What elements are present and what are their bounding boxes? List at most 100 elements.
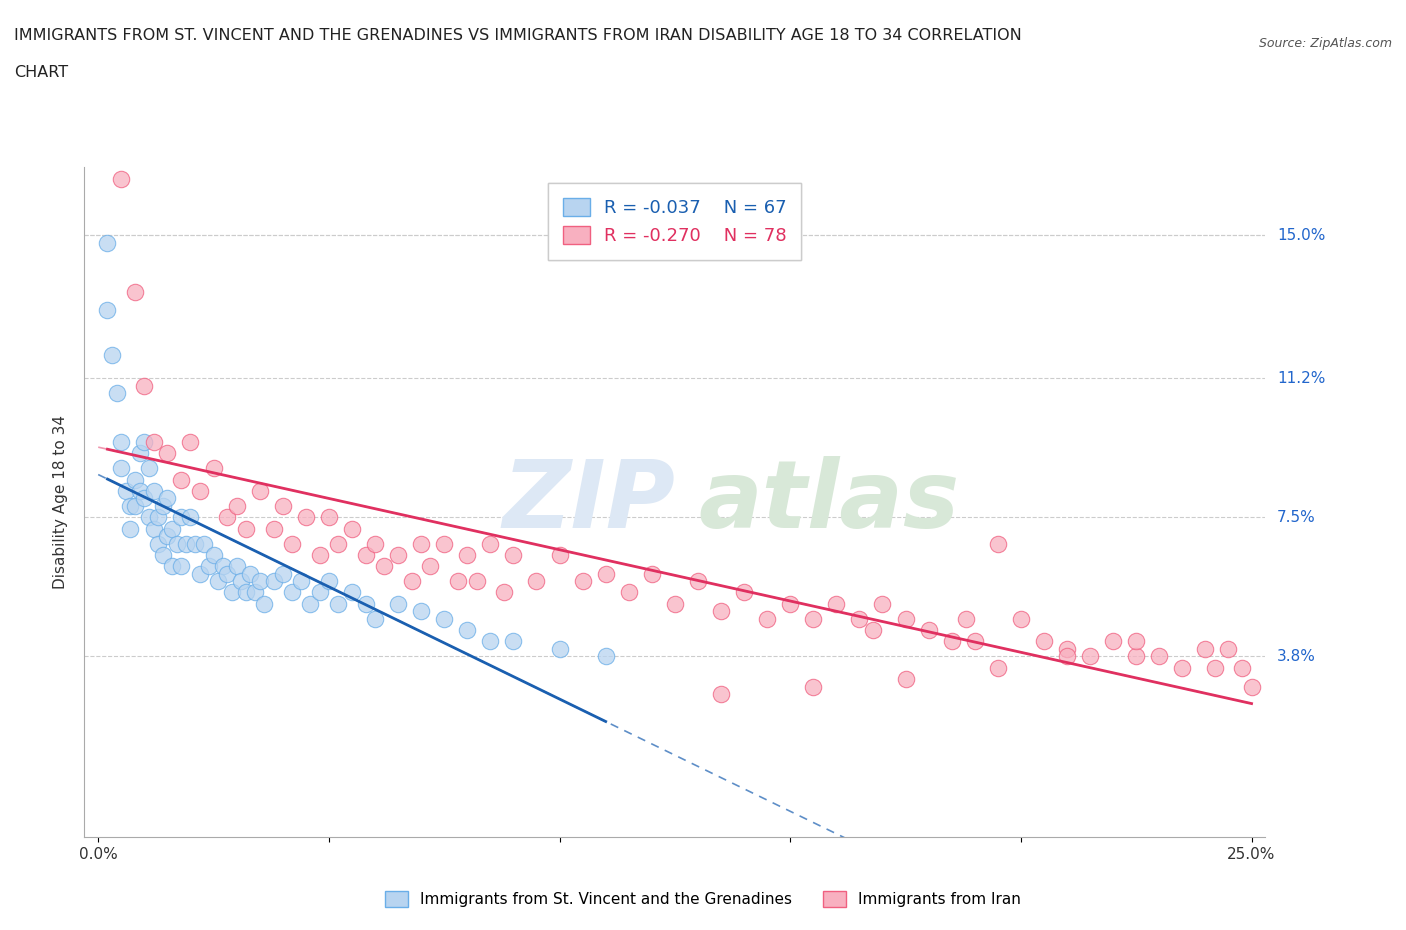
Text: ZIP: ZIP <box>502 457 675 548</box>
Point <box>156 528 179 543</box>
Point <box>225 498 247 513</box>
Point <box>146 510 169 525</box>
Point <box>779 596 801 611</box>
Point <box>340 585 363 600</box>
Point <box>494 585 516 600</box>
Point <box>686 574 709 589</box>
Point <box>101 348 124 363</box>
Point <box>963 634 986 649</box>
Point <box>595 649 617 664</box>
Point <box>955 611 977 626</box>
Point <box>456 623 478 638</box>
Point <box>595 566 617 581</box>
Point <box>170 559 193 574</box>
Point <box>193 536 215 551</box>
Point <box>138 461 160 476</box>
Point <box>1171 660 1194 675</box>
Point <box>548 548 571 563</box>
Point <box>217 510 239 525</box>
Point <box>243 585 266 600</box>
Point <box>179 510 201 525</box>
Point <box>941 634 963 649</box>
Point <box>170 510 193 525</box>
Point <box>641 566 664 581</box>
Text: Source: ZipAtlas.com: Source: ZipAtlas.com <box>1258 37 1392 50</box>
Point <box>456 548 478 563</box>
Point <box>801 679 824 694</box>
Point <box>96 303 118 318</box>
Point <box>872 596 894 611</box>
Point <box>235 521 257 536</box>
Point <box>124 498 146 513</box>
Point <box>710 604 733 618</box>
Point <box>354 596 377 611</box>
Text: IMMIGRANTS FROM ST. VINCENT AND THE GRENADINES VS IMMIGRANTS FROM IRAN DISABILIT: IMMIGRANTS FROM ST. VINCENT AND THE GREN… <box>14 28 1022 43</box>
Point <box>1240 679 1263 694</box>
Point <box>249 484 271 498</box>
Point <box>308 548 330 563</box>
Point <box>1125 634 1147 649</box>
Point <box>110 461 132 476</box>
Point <box>364 536 387 551</box>
Point <box>128 484 150 498</box>
Point <box>198 559 221 574</box>
Point <box>249 574 271 589</box>
Point <box>231 574 253 589</box>
Point <box>433 536 456 551</box>
Point <box>1078 649 1101 664</box>
Point <box>134 491 156 506</box>
Point <box>354 548 377 563</box>
Point <box>142 434 165 449</box>
Point <box>1056 649 1078 664</box>
Point <box>825 596 848 611</box>
Point <box>152 548 174 563</box>
Point <box>433 611 456 626</box>
Point <box>152 498 174 513</box>
Point <box>387 548 409 563</box>
Point <box>290 574 312 589</box>
Point <box>146 536 169 551</box>
Point <box>115 484 138 498</box>
Point <box>664 596 686 611</box>
Point <box>239 566 262 581</box>
Point <box>225 559 247 574</box>
Point <box>364 611 387 626</box>
Point <box>281 585 304 600</box>
Point <box>848 611 870 626</box>
Point <box>571 574 593 589</box>
Point <box>308 585 330 600</box>
Point <box>160 559 183 574</box>
Point <box>299 596 322 611</box>
Point <box>217 566 239 581</box>
Point <box>1102 634 1125 649</box>
Point <box>373 559 395 574</box>
Point <box>987 660 1010 675</box>
Point <box>110 434 132 449</box>
Point <box>733 585 755 600</box>
Point <box>1204 660 1226 675</box>
Text: CHART: CHART <box>14 65 67 80</box>
Point <box>862 623 884 638</box>
Point <box>917 623 939 638</box>
Point <box>207 574 229 589</box>
Point <box>174 536 197 551</box>
Point <box>401 574 423 589</box>
Point <box>188 566 211 581</box>
Point <box>411 604 433 618</box>
Point <box>318 510 340 525</box>
Point <box>548 642 571 657</box>
Point <box>419 559 441 574</box>
Point <box>1010 611 1032 626</box>
Point <box>1032 634 1054 649</box>
Point <box>987 536 1010 551</box>
Point <box>96 85 118 100</box>
Point <box>318 574 340 589</box>
Point <box>1218 642 1240 657</box>
Point <box>142 484 165 498</box>
Point <box>894 611 917 626</box>
Point <box>447 574 470 589</box>
Point <box>124 284 146 299</box>
Point <box>166 536 188 551</box>
Point <box>211 559 233 574</box>
Point <box>281 536 304 551</box>
